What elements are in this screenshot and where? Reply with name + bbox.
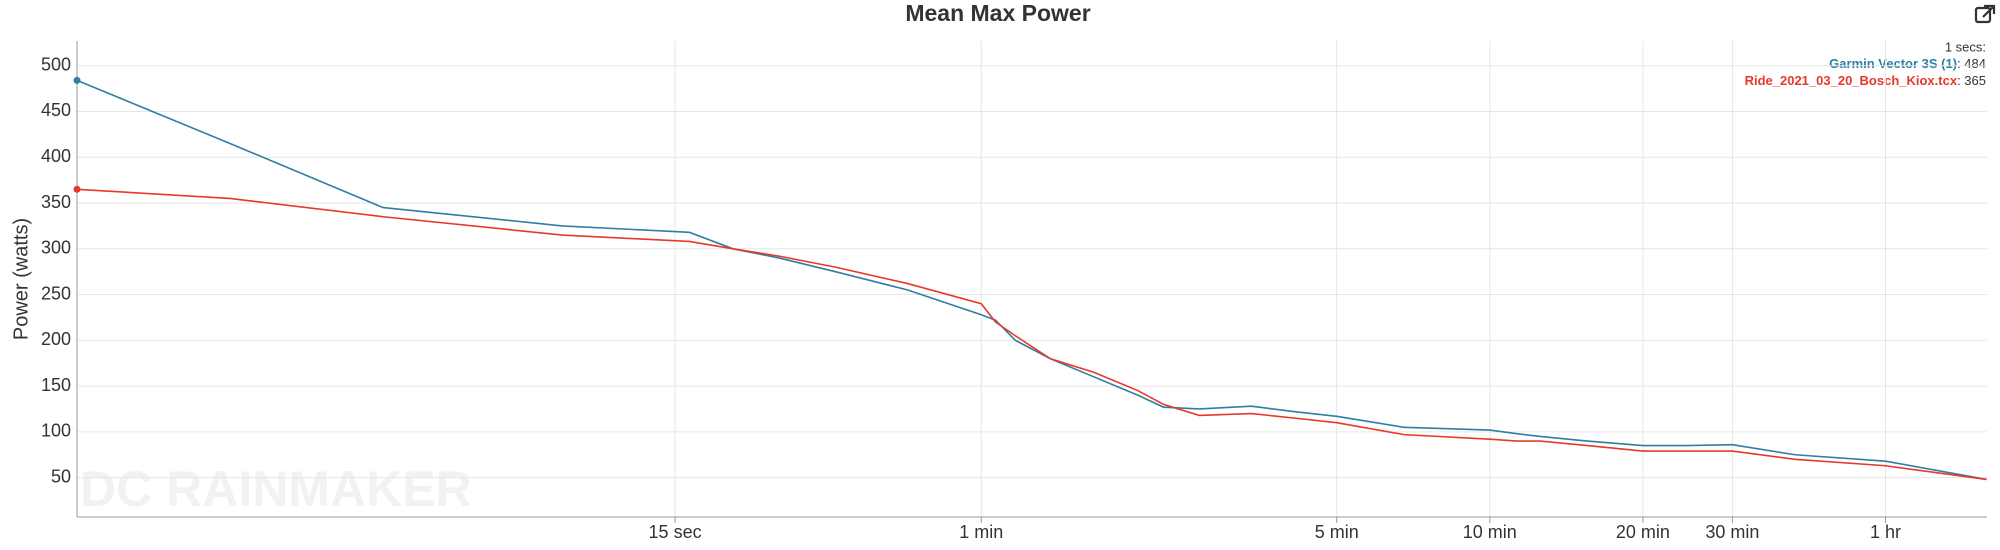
legend-value: 365 <box>1964 73 1986 88</box>
hover-label: 1 secs: <box>1945 39 1986 54</box>
x-tick-label: 5 min <box>1315 522 1359 542</box>
y-tick-label: 300 <box>41 238 71 258</box>
x-tick-label: 1 min <box>959 522 1003 542</box>
legend-entry: Ride_2021_03_20_Bosch_Kiox.tcx: 365 <box>1745 73 1986 88</box>
y-tick-label: 250 <box>41 283 71 303</box>
export-icon[interactable] <box>1974 4 1996 24</box>
line <box>76 188 1987 481</box>
y-tick-label: 50 <box>51 466 71 486</box>
legend-value: 484 <box>1964 56 1986 71</box>
legend-name: Garmin Vector 3S (1) <box>1829 56 1957 71</box>
x-tick-label: 30 min <box>1705 522 1759 542</box>
x-tick-label: 20 min <box>1616 522 1670 542</box>
watermark: DC RAINMAKER <box>80 461 472 517</box>
x-tick-label: 15 sec <box>649 522 702 542</box>
y-tick-label: 150 <box>41 375 71 395</box>
legend-entry: Garmin Vector 3S (1): 484 <box>1829 56 1986 71</box>
y-axis-label: Power (watts) <box>10 218 32 340</box>
y-tick-label: 500 <box>41 54 71 74</box>
y-tick-label: 200 <box>41 329 71 349</box>
y-tick-label: 100 <box>41 421 71 441</box>
hover-point <box>73 76 81 84</box>
y-tick-label: 450 <box>41 100 71 120</box>
chart-title: Mean Max Power <box>905 0 1090 26</box>
x-tick-label: 10 min <box>1463 522 1517 542</box>
y-tick-label: 350 <box>41 192 71 212</box>
hover-point <box>73 185 81 193</box>
y-tick-label: 400 <box>41 146 71 166</box>
x-tick-label: 1 hr <box>1870 522 1901 542</box>
legend-name: Ride_2021_03_20_Bosch_Kiox.tcx <box>1745 73 1958 88</box>
line <box>76 79 1987 481</box>
